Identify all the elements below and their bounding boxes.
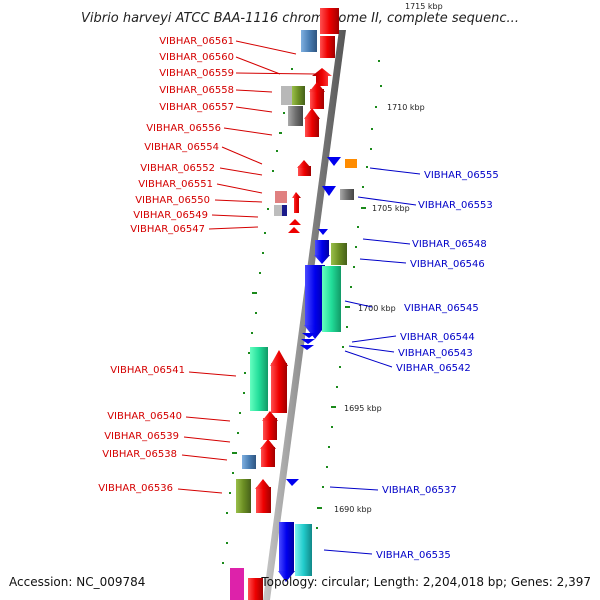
reverse-strand-genes — [278, 157, 357, 582]
gene-label-06536[interactable]: VIBHAR_06536 — [98, 483, 173, 494]
scale-label-1705: 1705 kbp — [372, 204, 410, 213]
gene-arrow-06557[interactable] — [310, 89, 324, 109]
gene-arrow-06539-tip — [260, 439, 276, 449]
gene-block-bottom-magenta[interactable] — [230, 568, 244, 600]
scale-label-1700: 1700 kbp — [358, 304, 396, 313]
gene-block-top-steel[interactable] — [301, 30, 317, 52]
gene-arrow-06540[interactable] — [263, 418, 277, 440]
gene-label-06560[interactable]: VIBHAR_06560 — [159, 52, 234, 63]
right-gene-label-texts: VIBHAR_06555 VIBHAR_06553 VIBHAR_06548 V… — [376, 170, 499, 561]
gene-arrow-06545-blue-tip — [304, 325, 326, 339]
gene-label-06542[interactable]: VIBHAR_06542 — [396, 363, 471, 374]
gene-block-06555-orange[interactable] — [345, 159, 357, 168]
gene-block-06546-olive[interactable] — [331, 243, 347, 265]
gene-label-06543[interactable]: VIBHAR_06543 — [398, 348, 473, 359]
gene-block-bottom-red[interactable] — [248, 578, 263, 600]
gene-arrow-06557-tip — [309, 82, 325, 92]
gene-block-06535-cyan[interactable] — [295, 524, 312, 576]
gene-label-06535[interactable]: VIBHAR_06535 — [376, 550, 451, 561]
gene-arrow-06542[interactable] — [300, 345, 314, 350]
gene-block-06549-gray[interactable] — [274, 205, 282, 216]
scale-label-1690: 1690 kbp — [334, 505, 372, 514]
gene-arrow-06544[interactable] — [302, 333, 316, 338]
gene-label-06551[interactable]: VIBHAR_06551 — [138, 179, 213, 190]
gene-arrow-06540-tip — [262, 411, 278, 421]
gene-label-06552[interactable]: VIBHAR_06552 — [140, 163, 215, 174]
gene-arrow-06553-small[interactable] — [318, 229, 328, 235]
gene-label-06550[interactable]: VIBHAR_06550 — [135, 195, 210, 206]
gene-label-06537[interactable]: VIBHAR_06537 — [382, 485, 457, 496]
gene-label-06558[interactable]: VIBHAR_06558 — [159, 85, 234, 96]
map-title: Vibrio harveyi ATCC BAA-1116 chromosome … — [81, 11, 519, 26]
gene-arrow-06536-red[interactable] — [256, 487, 271, 513]
right-gene-labels — [323, 167, 421, 555]
gene-block-06545-green[interactable] — [322, 266, 341, 332]
gene-arrow-06536-red-tip — [255, 479, 271, 489]
left-gene-label-texts: VIBHAR_06561 VIBHAR_06560 VIBHAR_06559 V… — [98, 36, 234, 494]
gene-label-06561[interactable]: VIBHAR_06561 — [159, 36, 234, 47]
right-tick-column — [316, 60, 382, 529]
gene-block-06541-green[interactable] — [250, 347, 268, 411]
gene-label-06556[interactable]: VIBHAR_06556 — [146, 123, 221, 134]
gene-arrow-06555[interactable] — [327, 157, 341, 166]
gene-block-06558-gray[interactable] — [281, 86, 292, 105]
left-gene-labels — [177, 40, 316, 494]
gene-label-06555[interactable]: VIBHAR_06555 — [424, 170, 499, 181]
scale-label-1715: 1715 kbp — [405, 2, 443, 11]
gene-arrow-06548-tip — [314, 255, 330, 264]
gene-label-06541[interactable]: VIBHAR_06541 — [110, 365, 185, 376]
gene-arrow-06552[interactable] — [298, 166, 311, 176]
accession-text: Accession: NC_009784 — [9, 575, 145, 589]
gene-block-06558-olive[interactable] — [292, 86, 305, 105]
gene-label-06544[interactable]: VIBHAR_06544 — [400, 332, 475, 343]
gene-label-06540[interactable]: VIBHAR_06540 — [107, 411, 182, 422]
gene-label-06553[interactable]: VIBHAR_06553 — [418, 200, 493, 211]
gene-label-06547[interactable]: VIBHAR_06547 — [130, 224, 205, 235]
gene-arrow-06543[interactable] — [301, 339, 315, 344]
scale-label-1710: 1710 kbp — [387, 103, 425, 112]
forward-strand-genes — [230, 8, 339, 600]
gene-arrow-06541-red[interactable] — [271, 363, 287, 413]
gene-label-06538[interactable]: VIBHAR_06538 — [102, 449, 177, 460]
gene-label-06554[interactable]: VIBHAR_06554 — [144, 142, 219, 153]
gene-arrow-06537[interactable] — [286, 479, 299, 486]
gene-arrow-06556-tip — [304, 108, 320, 119]
gene-arrow-06535-blue[interactable] — [279, 522, 294, 572]
gene-label-06546[interactable]: VIBHAR_06546 — [410, 259, 485, 270]
left-tick-column — [222, 68, 293, 564]
gene-label-06557[interactable]: VIBHAR_06557 — [159, 102, 234, 113]
scale-label-1695: 1695 kbp — [344, 404, 382, 413]
gene-arrow-06556[interactable] — [305, 117, 319, 137]
gene-arrow-06547-b[interactable] — [288, 227, 300, 233]
gene-arrow-06559[interactable] — [312, 68, 332, 86]
topology-text: Topology: circular; Length: 2,204,018 bp… — [260, 575, 591, 589]
gene-block-06549-blue[interactable] — [282, 205, 287, 216]
gene-label-06559[interactable]: VIBHAR_06559 — [159, 68, 234, 79]
gene-block-06553-gray[interactable] — [340, 189, 354, 200]
gene-arrow-06535-blue-tip — [278, 571, 295, 582]
gene-label-06539[interactable]: VIBHAR_06539 — [104, 431, 179, 442]
gene-label-06549[interactable]: VIBHAR_06549 — [133, 210, 208, 221]
chromosome-backbone — [263, 30, 346, 600]
gene-block-06538-steel[interactable] — [242, 455, 256, 469]
gene-arrow-06541-red-tip — [270, 350, 288, 366]
gene-arrow-06552-tip — [297, 160, 311, 168]
gene-arrow-06551[interactable] — [292, 192, 301, 213]
gene-block-06550[interactable] — [275, 191, 287, 203]
gene-block-06557-gray[interactable] — [288, 106, 303, 126]
gene-label-06545[interactable]: VIBHAR_06545 — [404, 303, 479, 314]
gene-label-06548[interactable]: VIBHAR_06548 — [412, 239, 487, 250]
gene-arrow-06548[interactable] — [315, 240, 329, 256]
gene-arrow-06539[interactable] — [261, 447, 275, 467]
gene-arrow-06547[interactable] — [289, 219, 301, 225]
gene-block-top-red[interactable] — [320, 8, 339, 34]
gene-block-06536-olive[interactable] — [236, 479, 251, 513]
gene-arrow-06545-blue[interactable] — [305, 265, 325, 325]
gene-arrow-06553[interactable] — [322, 186, 336, 196]
gene-block-top-red-2[interactable] — [320, 36, 335, 58]
